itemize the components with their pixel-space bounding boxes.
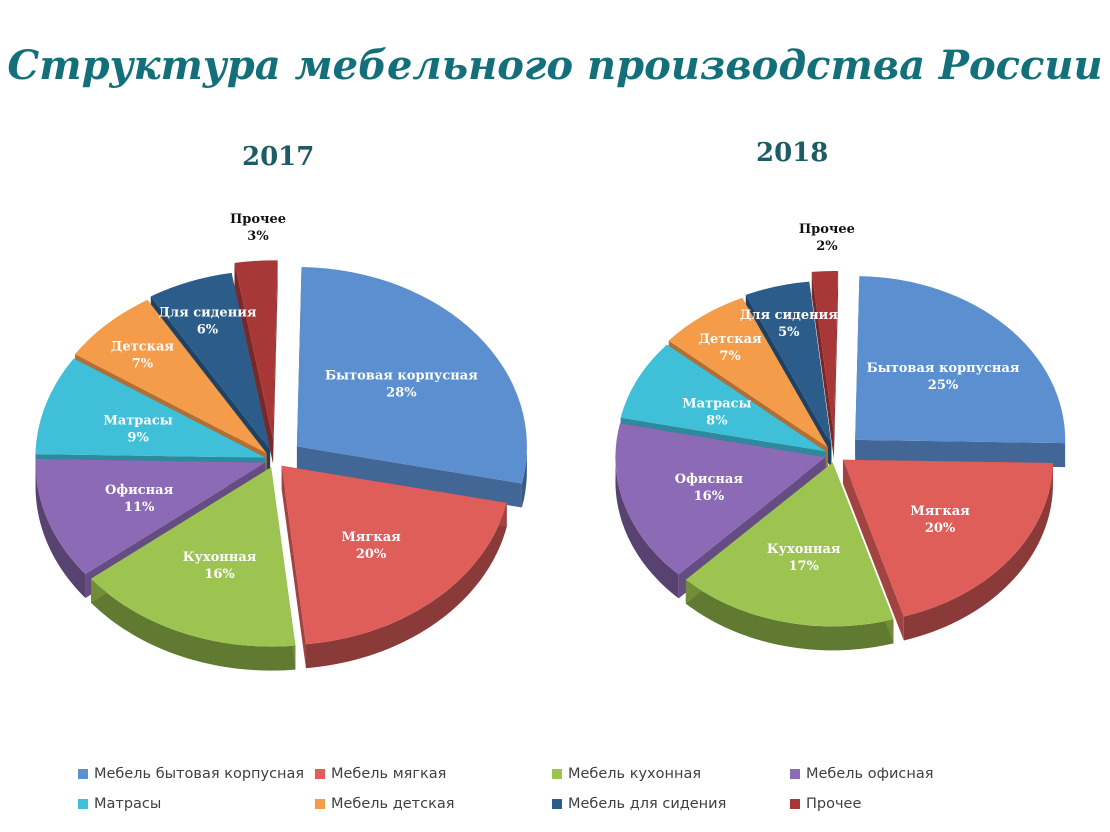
slice-value-office-2018: 16% <box>694 489 725 504</box>
slice-household-2017 <box>296 267 527 508</box>
legend-item-seating: Мебель для сидения <box>552 796 790 812</box>
legend-swatch-soft <box>315 769 325 779</box>
slice-label-children-2017: Детская <box>111 339 175 354</box>
slice-value-mattress-2018: 8% <box>706 413 728 428</box>
slice-label-household-2017: Бытовая корпусная <box>325 369 478 384</box>
slice-label-other-2018: Прочее <box>799 222 855 237</box>
slice-value-kitchen-2017: 16% <box>204 567 235 582</box>
slice-kitchen-2018 <box>685 462 894 651</box>
chart-title-2017: 2017 <box>242 142 315 172</box>
legend-label-household: Мебель бытовая корпусная <box>94 766 305 782</box>
slice-value-other-2018: 2% <box>816 239 838 254</box>
legend-swatch-mattress <box>78 799 88 809</box>
slice-soft-2017 <box>281 465 507 669</box>
slice-value-children-2017: 7% <box>132 356 154 371</box>
slice-value-seating-2017: 6% <box>197 323 219 338</box>
slice-other-2018 <box>811 270 839 459</box>
slice-value-other-2017: 3% <box>247 229 269 244</box>
legend-item-office: Мебель офисная <box>790 766 1028 782</box>
legend-item-kitchen: Мебель кухонная <box>552 766 790 782</box>
slice-label-seating-2018: Для сидения <box>740 308 839 323</box>
legend-swatch-children <box>315 799 325 809</box>
slice-kitchen-2017 <box>91 467 296 671</box>
legend-label-other: Прочее <box>806 796 862 812</box>
slice-label-soft-2018: Мягкая <box>910 504 970 519</box>
legend-label-office: Мебель офисная <box>806 766 934 782</box>
legend-label-children: Мебель детская <box>331 796 455 812</box>
slice-household-2018 <box>855 276 1066 468</box>
legend-label-soft: Мебель мягкая <box>331 766 447 782</box>
slice-value-soft-2017: 20% <box>356 547 387 562</box>
slice-soft-2018 <box>842 459 1053 641</box>
legend-swatch-household <box>78 769 88 779</box>
legend-item-mattress: Матрасы <box>78 796 315 812</box>
slice-value-children-2018: 7% <box>719 349 741 364</box>
legend-label-kitchen: Мебель кухонная <box>568 766 702 782</box>
slice-label-kitchen-2017: Кухонная <box>183 550 257 565</box>
slice-value-household-2018: 25% <box>928 378 959 393</box>
legend-swatch-other <box>790 799 800 809</box>
slice-label-office-2018: Офисная <box>675 472 744 487</box>
legend-item-other: Прочее <box>790 796 1028 812</box>
slice-value-mattress-2017: 9% <box>127 431 149 446</box>
legend-item-soft: Мебель мягкая <box>315 766 552 782</box>
slice-value-household-2017: 28% <box>386 386 417 401</box>
slice-value-office-2017: 11% <box>124 500 155 515</box>
slice-label-soft-2017: Мягкая <box>341 530 401 545</box>
slice-label-household-2018: Бытовая корпусная <box>867 361 1020 376</box>
legend-swatch-kitchen <box>552 769 562 779</box>
legend-swatch-seating <box>552 799 562 809</box>
slice-label-other-2017: Прочее <box>230 212 286 227</box>
legend-label-mattress: Матрасы <box>94 796 162 812</box>
slice-label-kitchen-2018: Кухонная <box>767 542 841 557</box>
slice-label-seating-2017: Для сидения <box>158 306 257 321</box>
slice-label-office-2017: Офисная <box>105 483 174 498</box>
slice-value-kitchen-2018: 17% <box>788 559 819 574</box>
slice-value-soft-2018: 20% <box>925 521 956 536</box>
legend-item-household: Мебель бытовая корпусная <box>78 766 315 782</box>
legend-item-children: Мебель детская <box>315 796 552 812</box>
page-title: Структура мебельного производства России <box>7 42 1103 89</box>
legend: Мебель бытовая корпусная Мебель мягкая Меб… <box>78 766 1058 812</box>
slice-label-mattress-2017: Матрасы <box>103 414 172 429</box>
slice-value-seating-2018: 5% <box>778 325 800 340</box>
legend-swatch-office <box>790 769 800 779</box>
legend-label-seating: Мебель для сидения <box>568 796 727 812</box>
slice-other-2017 <box>234 260 278 464</box>
chart-title-2018: 2018 <box>756 138 829 168</box>
slice-label-children-2018: Детская <box>698 332 762 347</box>
slice-label-mattress-2018: Матрасы <box>682 396 751 411</box>
